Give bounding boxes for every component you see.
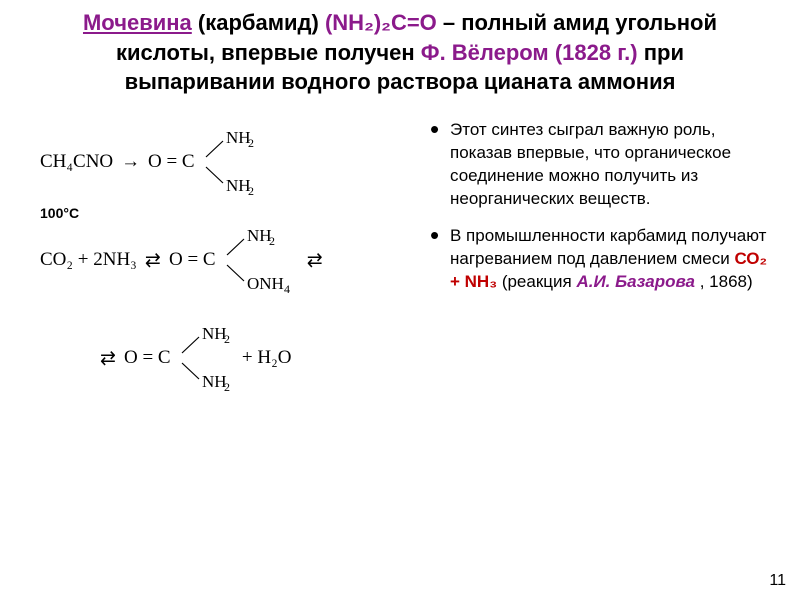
svg-text:2: 2 [224,332,230,346]
svg-text:2: 2 [224,380,230,393]
bullet-2-pre: В промышленности карбамид получают нагре… [450,226,766,268]
bullet-1-text: Этот синтез сыграл важную роль, показав … [450,120,731,208]
eq1-reactant: CH₄CNO [40,151,113,173]
equation-3: ⇄ O = C NH 2 NH 2 + H₂O [40,323,410,393]
dblarrow-icon: ⇄ [145,249,161,272]
slide-header: Мочевина (карбамид) (NH₂)₂C=O – полный а… [0,0,800,109]
urea-structure: O = C NH 2 NH 2 [148,127,258,197]
term-formula: (NH₂)₂C=O [325,10,437,35]
svg-text:O = C: O = C [124,347,171,368]
chemistry-column: CH₄CNO → O = C NH 2 NH 2 CO₂ + 2NH₃ ⇄ O … [40,109,410,393]
bullet-2-year: , 1868) [700,272,753,291]
svg-text:4: 4 [284,282,290,295]
term-urea: Мочевина [83,10,192,35]
bullet-1: Этот синтез сыграл важную роль, показав … [430,119,770,211]
bullet-2-paren: (реакция [502,272,577,291]
author-year: Ф. Вёлером (1828 г.) [421,40,638,65]
svg-text:NH: NH [226,176,251,195]
text-column: Этот синтез сыграл важную роль, показав … [430,109,770,393]
page-number: 11 [769,572,786,590]
equation-1: CH₄CNO → O = C NH 2 NH 2 [40,127,410,197]
svg-text:NH: NH [247,226,272,245]
svg-text:2: 2 [248,136,254,150]
svg-text:O = C: O = C [148,151,195,172]
term-alt: (карбамид) [198,10,319,35]
bullet-2-author: А.И. Базарова [576,272,695,291]
equation-2: CO₂ + 2NH₃ ⇄ O = C NH 2 ONH 4 ⇄ [40,225,410,295]
eq3-tail: + H₂O [242,347,292,369]
bullet-2: В промышленности карбамид получают нагре… [430,225,770,294]
svg-text:NH: NH [202,324,227,343]
carbamate-structure: O = C NH 2 ONH 4 [169,225,299,295]
eq2-reactants: CO₂ + 2NH₃ [40,249,137,271]
content-row: CH₄CNO → O = C NH 2 NH 2 CO₂ + 2NH₃ ⇄ O … [0,109,800,393]
svg-text:NH: NH [202,372,227,391]
svg-text:O = C: O = C [169,249,216,270]
dblarrow-icon-2: ⇄ [307,249,323,272]
arrow-icon: → [121,151,140,173]
svg-text:2: 2 [269,234,275,248]
urea-structure-2: O = C NH 2 NH 2 [124,323,234,393]
svg-text:2: 2 [248,184,254,197]
temperature-label: 100°C [40,205,79,221]
svg-text:NH: NH [226,128,251,147]
dblarrow-icon-3: ⇄ [100,347,116,370]
svg-text:ONH: ONH [247,274,284,293]
